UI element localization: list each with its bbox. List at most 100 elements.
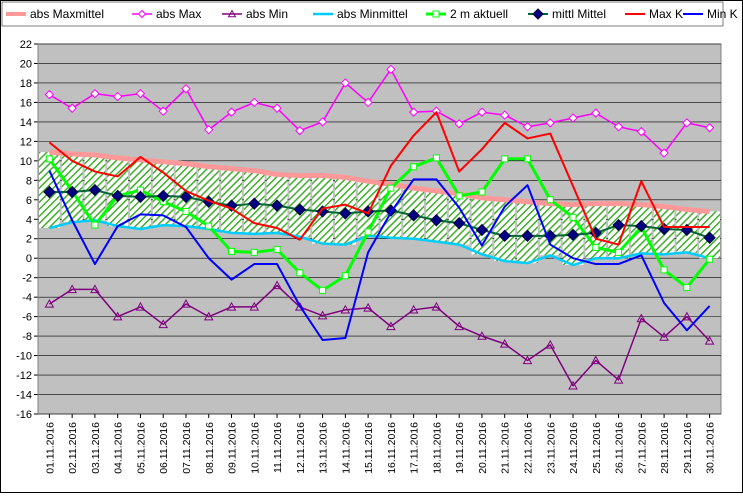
2-m-aktuell-point: [205, 222, 213, 230]
abs-min-point: [386, 321, 396, 331]
y-tick-label: -12: [16, 370, 32, 382]
abs-min-point: [568, 380, 578, 390]
legend-item-mittl-mittel: mittl Mittel: [528, 7, 606, 21]
y-tick-label: -6: [22, 312, 32, 324]
x-tick-label: 22.11.2016: [522, 422, 534, 474]
x-tick-label: 25.11.2016: [591, 422, 603, 474]
mittl-mittel-point: [566, 228, 580, 242]
series-abs-min: [44, 280, 715, 390]
abs-max-point: [340, 78, 351, 88]
2-m-aktuell-point: [273, 245, 281, 253]
2-m-aktuell-point: [410, 163, 418, 171]
x-tick-label: 14.11.2016: [340, 422, 352, 474]
abs-max-point: [44, 89, 55, 100]
mittl-mittel-point: [270, 199, 284, 212]
legend-item-abs-min: abs Min: [222, 7, 288, 21]
series-abs-max: [44, 64, 715, 158]
x-tick-label: 06.11.2016: [158, 422, 170, 474]
x-tick-label: 29.11.2016: [682, 422, 694, 474]
2-m-aktuell-point: [615, 248, 623, 256]
series-abs-maxmittel: [49, 149, 710, 214]
y-tick-label: -10: [16, 351, 32, 363]
y-tick-label: 10: [20, 156, 32, 168]
mittl-mittel-point: [179, 190, 193, 204]
legend-mittl-mittel-point: [532, 8, 544, 20]
2-m-aktuell-point: [364, 228, 372, 236]
legend-item-max-k: Max K: [625, 7, 683, 21]
series-max-k: [48, 111, 710, 246]
2-m-aktuell-point: [45, 155, 53, 163]
abs-min-point: [408, 304, 419, 314]
abs-max-point: [682, 118, 692, 128]
abs-max-point: [522, 122, 533, 132]
2-m-aktuell-point: [478, 188, 486, 196]
y-tick-label: 20: [20, 58, 32, 70]
abs-max-point: [408, 107, 419, 117]
mittl-mittel-point: [157, 189, 170, 203]
2-m-aktuell-point: [660, 266, 668, 274]
series-abs-minmittel: [49, 218, 710, 267]
y-tick-label: 18: [20, 78, 32, 90]
abs-max-point: [500, 110, 510, 120]
2-m-aktuell-point: [706, 255, 714, 263]
axes: -16 -14 -12 -10 -8 -6 -4 -2 0 2 4 6 8 10 12 14 16 18 20 22 0…: [16, 39, 717, 474]
abs-min-point: [272, 280, 282, 290]
2-m-aktuell-point: [501, 155, 509, 163]
2-m-aktuell-point: [250, 248, 258, 256]
legend-item-min-k: Min K: [683, 7, 738, 21]
x-tick-label: 13.11.2016: [318, 422, 330, 474]
abs-max-point: [636, 126, 647, 137]
x-tick-label: 23.11.2016: [545, 422, 557, 474]
mittl-mittel-point: [248, 197, 261, 210]
y-tick-label: -8: [22, 331, 32, 343]
abs-max-point: [204, 124, 214, 135]
abs-min-point: [226, 301, 237, 311]
abs-max-point: [90, 88, 100, 99]
x-tick-label: 02.11.2016: [67, 422, 79, 474]
y-tick-label: -16: [16, 409, 32, 421]
abs-max-point: [249, 97, 259, 108]
x-tick-label: 24.11.2016: [568, 422, 580, 474]
x-tick-label: 28.11.2016: [659, 422, 671, 474]
y-tick-label: -4: [22, 292, 32, 304]
y-tick-label: 4: [26, 214, 32, 226]
2-m-aktuell-point: [341, 272, 349, 280]
legend-label-abs-maxmittel: abs Maxmittel: [30, 7, 104, 21]
2-m-aktuell-point: [455, 192, 463, 200]
abs-max-point: [386, 64, 396, 75]
y-tick-label: 16: [20, 97, 32, 109]
x-tick-label: 09.11.2016: [227, 422, 239, 474]
x-tick-label: 19.11.2016: [454, 422, 466, 474]
abs-min-point: [112, 311, 123, 321]
x-tick-label: 04.11.2016: [113, 422, 125, 474]
abs-min-point: [135, 301, 146, 311]
x-tick-label: 18.11.2016: [431, 422, 443, 474]
2-m-aktuell-point: [523, 155, 531, 163]
mittl-mittel-point: [65, 185, 79, 199]
mittl-mittel-point: [475, 223, 489, 237]
y-tick-label: 2: [26, 234, 32, 246]
legend-label-max-k: Max K: [649, 7, 683, 21]
2-m-aktuell-point: [683, 283, 691, 291]
legend-label-abs-minmittel: abs Minmittel: [337, 7, 408, 21]
series-line-max-k: [48, 111, 710, 246]
x-tick-label: 26.11.2016: [614, 422, 626, 474]
mittl-mittel-point: [43, 185, 56, 199]
mittl-mittel-point: [339, 207, 352, 220]
abs-max-point: [112, 91, 123, 102]
abs-max-point: [226, 107, 237, 117]
abs-min-point: [363, 302, 373, 312]
abs-min-point: [90, 284, 100, 294]
x-tick-label: 30.11.2016: [705, 422, 717, 474]
abs-min-point: [158, 319, 169, 329]
mittl-mittel-point: [635, 219, 648, 233]
abs-min-point: [522, 355, 533, 365]
x-tick-label: 16.11.2016: [386, 422, 398, 474]
y-tick-label: 12: [20, 136, 32, 148]
abs-min-point: [181, 298, 191, 308]
2-m-aktuell-point: [182, 207, 190, 215]
mittl-mittel-point: [88, 183, 102, 197]
legend-label-mittl-mittel: mittl Mittel: [552, 7, 606, 21]
